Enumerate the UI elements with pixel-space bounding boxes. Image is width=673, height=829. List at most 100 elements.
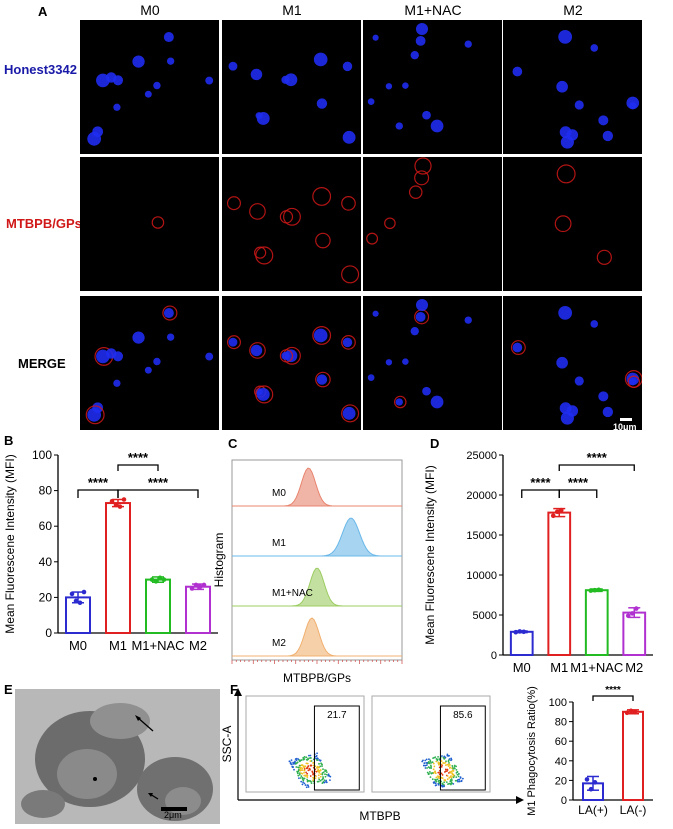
flow-event <box>443 785 446 788</box>
flow-event <box>298 777 300 780</box>
flow-event <box>319 769 322 771</box>
y-tick-label: 100 <box>32 448 52 462</box>
significance-label: **** <box>148 475 169 490</box>
nucleus-blob <box>385 359 393 366</box>
flow-event <box>302 779 305 782</box>
y-tick-label: 20 <box>39 590 53 604</box>
significance-bracket <box>77 489 119 498</box>
y-tick-label: 0 <box>491 650 497 662</box>
significance-bracket <box>521 489 560 498</box>
flow-event <box>301 767 304 770</box>
data-point <box>628 708 634 714</box>
uptake-ring <box>249 342 266 359</box>
panel-d-label: D <box>430 436 440 451</box>
significance-label: **** <box>128 450 149 465</box>
flow-event <box>422 764 425 767</box>
bar <box>622 611 647 657</box>
flow-event <box>298 764 301 767</box>
flow-event <box>437 755 439 758</box>
flow-event <box>450 757 453 760</box>
flow-event <box>288 760 291 763</box>
significance-label: **** <box>587 450 608 465</box>
uptake-ring <box>408 185 423 199</box>
series-label: M0 <box>272 488 286 499</box>
flow-event <box>306 784 309 787</box>
flow-event <box>299 777 302 779</box>
nucleus-blob <box>422 110 431 120</box>
flow-event <box>315 755 318 758</box>
data-point <box>161 577 167 582</box>
flow-event <box>441 774 444 776</box>
data-point <box>69 591 75 597</box>
flow-event <box>321 773 324 776</box>
uptake-ring <box>596 249 612 265</box>
flow-event <box>304 765 307 768</box>
flow-event <box>445 781 448 784</box>
flow-event <box>298 772 301 775</box>
data-point <box>588 786 594 792</box>
flow-event <box>455 776 458 779</box>
flow-event <box>296 761 299 764</box>
gate <box>439 705 486 791</box>
flow-event <box>296 771 299 773</box>
flow-event <box>294 758 297 760</box>
flow-event <box>293 762 296 765</box>
flow-event <box>448 782 450 785</box>
nucleus-blob <box>415 35 426 46</box>
nucleus-blob <box>144 366 152 374</box>
nucleus-blob <box>316 98 328 109</box>
data-point <box>550 513 556 519</box>
flow-event <box>424 759 427 762</box>
flow-event <box>309 780 312 783</box>
flow-plot-frame <box>371 695 491 793</box>
significance-label: **** <box>88 475 109 490</box>
significance-bracket <box>117 464 159 471</box>
flow-event <box>291 766 294 769</box>
flow-event <box>317 774 320 777</box>
uptake-ring <box>283 207 301 226</box>
flow-event <box>318 771 321 774</box>
bar <box>622 710 644 801</box>
flow-event <box>437 780 440 783</box>
nucleus-blob <box>342 337 353 348</box>
nucleus-blob <box>144 90 152 98</box>
y-axis-label: Mean Fluorescene Intensity (MFI) <box>423 465 437 644</box>
flow-event <box>329 775 332 778</box>
x-category-label: M1+NAC <box>570 660 623 675</box>
nucleus-blob <box>281 75 290 84</box>
flow-event <box>445 760 447 763</box>
series-label: M1+NAC <box>272 588 313 599</box>
flow-event <box>442 762 445 764</box>
flow-event <box>449 770 451 773</box>
flow-event <box>446 763 449 766</box>
nucleus-blob <box>87 407 102 422</box>
flow-event <box>324 775 327 778</box>
flow-event <box>321 778 324 781</box>
significance-bracket <box>558 464 635 471</box>
nucleus-blob <box>87 131 102 146</box>
flow-event <box>315 770 318 773</box>
uptake-ring <box>341 404 360 423</box>
nucleus-blob <box>556 356 568 369</box>
flow-event <box>441 777 444 780</box>
flow-event <box>302 757 305 760</box>
flow-event <box>316 752 318 755</box>
flow-event <box>443 771 446 773</box>
y-axis-label: Mean Fluorescene Intensity (MFI) <box>3 454 17 633</box>
y-tick-label: 40 <box>555 756 567 768</box>
flow-event <box>316 757 319 760</box>
flow-event <box>446 775 449 777</box>
flow-event <box>329 779 331 781</box>
micrograph-tile <box>222 157 361 291</box>
nucleus-blob <box>385 83 393 90</box>
flow-event <box>310 782 313 785</box>
scale-bar-label-e: 2μm <box>164 810 182 820</box>
flow-event <box>319 779 322 782</box>
uptake-ring <box>384 217 396 230</box>
nucleus-blob <box>205 76 214 85</box>
uptake-ring <box>255 385 274 404</box>
flow-event <box>300 780 303 783</box>
flow-event <box>307 758 310 761</box>
flow-event <box>309 760 312 762</box>
flow-event <box>449 780 452 783</box>
